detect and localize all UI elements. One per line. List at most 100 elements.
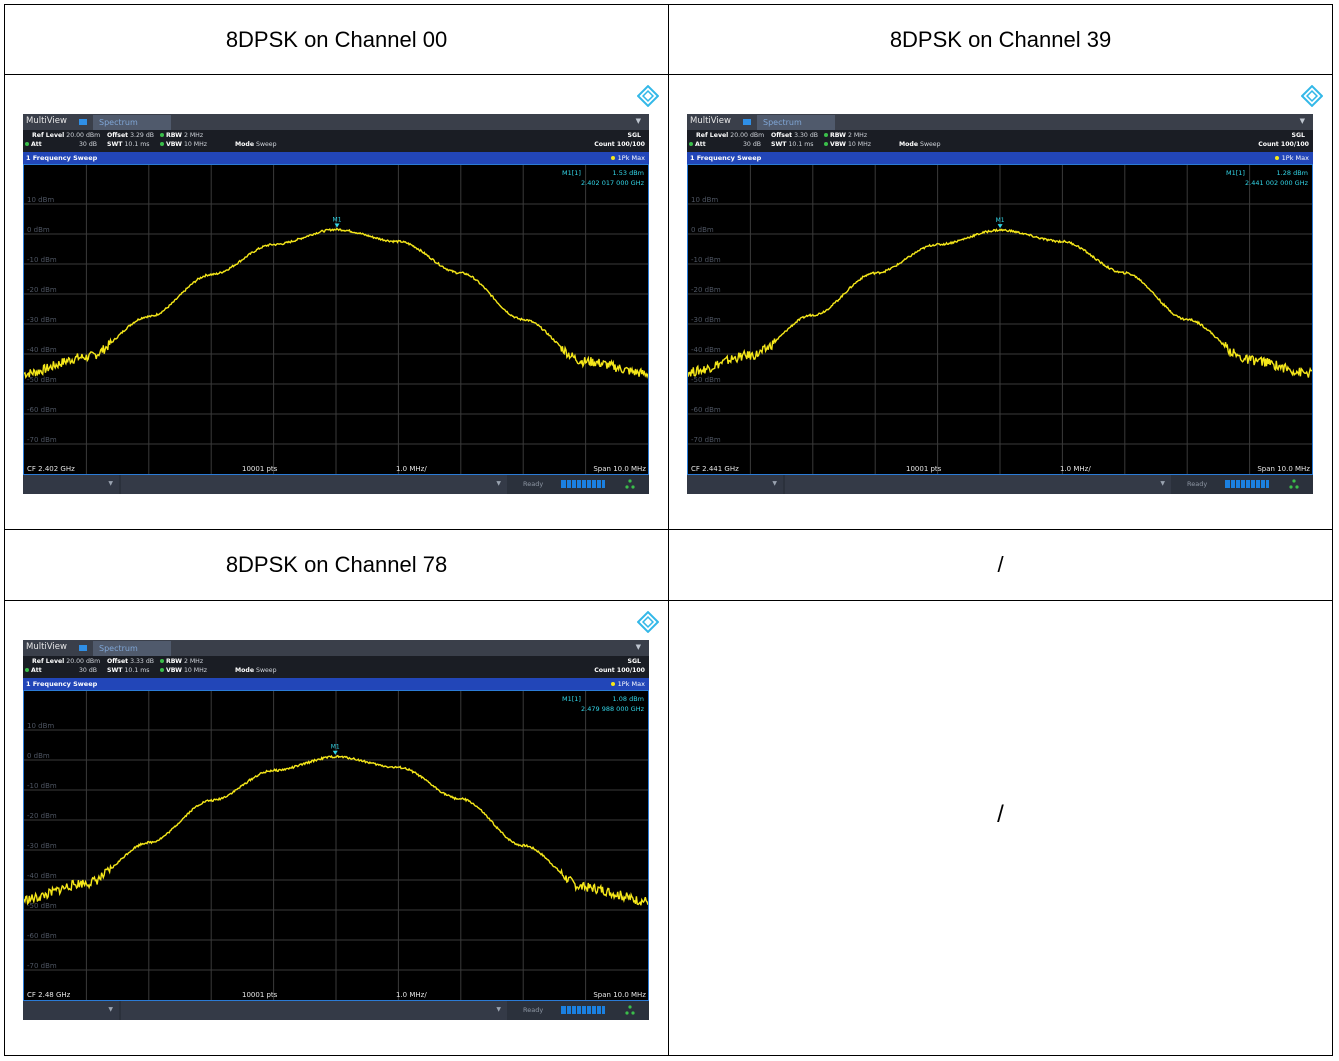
chevron-down-icon: ▼ bbox=[108, 1005, 113, 1013]
progress-segment bbox=[591, 1005, 592, 1014]
marker-name: M1[1] bbox=[562, 169, 581, 177]
status-field-left[interactable]: ▼ bbox=[23, 1000, 119, 1020]
y-tick-label: -20 dBm bbox=[27, 812, 57, 820]
progress-bar bbox=[1225, 480, 1269, 489]
spectrum-screen: MultiView Spectrum ▼ Ref Level 20.00 dBm… bbox=[23, 114, 649, 495]
att: Att bbox=[689, 141, 706, 148]
ref-level: Ref Level 20.00 dBm bbox=[696, 132, 765, 140]
progress-segment bbox=[586, 1005, 587, 1014]
y-tick-label: 10 dBm bbox=[27, 722, 54, 730]
progress-segment bbox=[1245, 480, 1246, 489]
att: Att bbox=[25, 667, 42, 674]
span-label: Span 10.0 MHz bbox=[1257, 465, 1310, 473]
rbw: RBW 2 MHz bbox=[824, 132, 867, 139]
progress-segment bbox=[571, 480, 572, 489]
offset: Offset 3.33 dB bbox=[107, 657, 155, 665]
status-field-left[interactable]: ▼ bbox=[23, 475, 119, 495]
y-tick-label: -30 dBm bbox=[27, 316, 57, 324]
span-label: Span 10.0 MHz bbox=[593, 991, 646, 999]
rbw: RBW 2 MHz bbox=[160, 658, 203, 665]
chevron-down-icon[interactable]: ▼ bbox=[635, 642, 641, 651]
rbw: RBW 2 MHz bbox=[160, 132, 203, 139]
spectrum-plot: 10 dBm 0 dBm -10 dBm -20 dBm -30 dBm -40 dBm -… bbox=[24, 690, 648, 1000]
chevron-down-icon[interactable]: ▼ bbox=[635, 117, 641, 126]
y-tick-label: -50 dBm bbox=[27, 902, 57, 910]
status-field-main[interactable]: ▼ bbox=[121, 1000, 507, 1020]
status-field-main[interactable]: ▼ bbox=[121, 475, 507, 495]
status-dot-icon bbox=[160, 142, 164, 147]
offset-value: 3.33 dB bbox=[130, 657, 155, 665]
spectrum-plot: 10 dBm 0 dBm -10 dBm -20 dBm -30 dBm -40 dBm -… bbox=[688, 165, 1312, 475]
title-bar: MultiView Spectrum ▼ bbox=[687, 114, 1313, 131]
spectrum-screen: MultiView Spectrum ▼ Ref Level 20.00 dBm… bbox=[687, 114, 1313, 495]
status-field-main[interactable]: ▼ bbox=[785, 475, 1171, 495]
att-value: 30 dB bbox=[79, 141, 98, 149]
cell-channel-39: MultiView Spectrum ▼ Ref Level 20.00 dBm… bbox=[668, 74, 1333, 531]
marker-tag: M1 bbox=[996, 217, 1005, 224]
att: Att bbox=[25, 141, 42, 148]
header-empty: / bbox=[668, 529, 1333, 601]
marker-m1 bbox=[332, 750, 338, 755]
offset-value: 3.29 dB bbox=[130, 132, 155, 140]
multiview-label[interactable]: MultiView bbox=[690, 116, 731, 127]
progress-bar bbox=[561, 1005, 605, 1014]
ready-label: Ready bbox=[523, 480, 544, 489]
mode: Mode Sweep bbox=[899, 141, 941, 149]
vbw: VBW 10 MHz bbox=[160, 667, 207, 674]
y-tick-label: -30 dBm bbox=[27, 842, 57, 850]
status-dot-icon bbox=[689, 142, 693, 147]
window-title: 1 Frequency Sweep bbox=[690, 154, 762, 163]
status-dot-icon bbox=[160, 133, 164, 138]
status-dot-icon bbox=[824, 142, 828, 147]
y-tick-label: -70 dBm bbox=[27, 962, 57, 970]
header-channel-78: 8DPSK on Channel 78 bbox=[4, 529, 669, 601]
progress-segment bbox=[581, 1005, 582, 1014]
cell-channel-78: MultiView Spectrum ▼ Ref Level 20.00 dBm… bbox=[4, 599, 669, 1057]
y-tick-label: 0 dBm bbox=[27, 752, 50, 760]
count-label: Count 100/100 bbox=[594, 141, 645, 149]
marker-name: M1[1] bbox=[562, 695, 581, 703]
trace-label: 1Pk Max bbox=[1274, 154, 1309, 162]
progress-segment bbox=[586, 480, 587, 489]
y-tick-label: -40 dBm bbox=[27, 346, 57, 354]
multiview-icon bbox=[79, 119, 87, 126]
progress-segment bbox=[566, 480, 567, 489]
progress-segment bbox=[1265, 480, 1266, 489]
header-channel-39: 8DPSK on Channel 39 bbox=[668, 3, 1333, 76]
header-channel-00: 8DPSK on Channel 00 bbox=[4, 3, 669, 76]
trace-label: 1Pk Max bbox=[610, 680, 645, 688]
progress-segment bbox=[576, 480, 577, 489]
network-icon bbox=[1289, 479, 1299, 489]
vbw: VBW 10 MHz bbox=[160, 141, 207, 148]
y-tick-label: -20 dBm bbox=[691, 286, 721, 294]
progress-segment bbox=[581, 480, 582, 489]
swt: SWT 10.1 ms bbox=[107, 141, 150, 149]
points-label: 10001 pts bbox=[242, 991, 278, 999]
mode: Mode Sweep bbox=[235, 141, 277, 149]
tab-spectrum[interactable]: Spectrum bbox=[93, 115, 171, 131]
multiview-label[interactable]: MultiView bbox=[26, 641, 67, 652]
chevron-down-icon: ▼ bbox=[772, 480, 777, 488]
tab-spectrum[interactable]: Spectrum bbox=[757, 115, 835, 131]
spectrum-plot: 10 dBm 0 dBm -10 dBm -20 dBm -30 dBm -40 dBm -… bbox=[24, 165, 648, 475]
marker-m1 bbox=[334, 223, 340, 228]
network-icon bbox=[625, 1004, 635, 1015]
progress-segment bbox=[1240, 480, 1241, 489]
marker-m1 bbox=[997, 224, 1003, 229]
progress-segment bbox=[591, 480, 592, 489]
status-field-left[interactable]: ▼ bbox=[687, 475, 783, 495]
settings-bar: Ref Level 20.00 dBm Offset 3.33 dB RBW 2… bbox=[23, 655, 649, 678]
mode: Mode Sweep bbox=[235, 666, 277, 674]
progress-segment bbox=[576, 1005, 577, 1014]
tab-spectrum[interactable]: Spectrum bbox=[93, 640, 171, 656]
spectrum-screen: MultiView Spectrum ▼ Ref Level 20.00 dBm… bbox=[23, 639, 649, 1020]
offset-value: 3.30 dB bbox=[794, 132, 819, 140]
chevron-down-icon[interactable]: ▼ bbox=[1299, 117, 1305, 126]
y-tick-label: -50 dBm bbox=[27, 376, 57, 384]
progress-segment bbox=[601, 1005, 602, 1014]
y-tick-label: -70 dBm bbox=[27, 436, 57, 444]
marker-frequency: 2.441 002 000 GHz bbox=[1245, 179, 1309, 187]
multiview-label[interactable]: MultiView bbox=[26, 116, 67, 127]
progress-segment bbox=[601, 480, 602, 489]
rs-logo-icon bbox=[637, 85, 659, 108]
